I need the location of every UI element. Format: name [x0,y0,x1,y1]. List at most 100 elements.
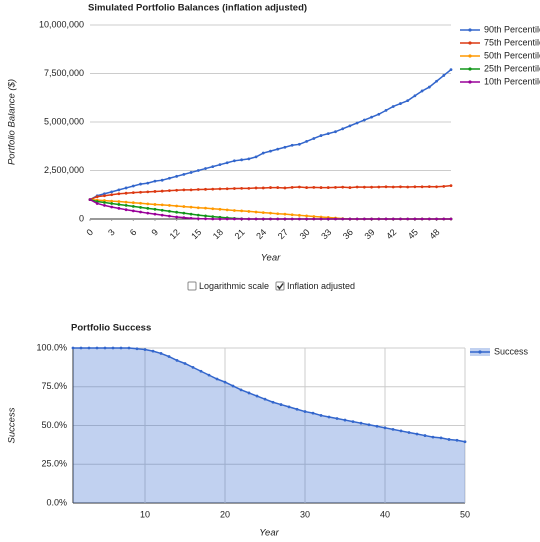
point [326,217,330,221]
point [131,201,135,205]
point [175,204,179,208]
point [153,212,157,216]
point [312,185,316,189]
point [146,206,150,210]
point [413,217,417,221]
checkbox-label[interactable]: Logarithmic scale [199,281,269,291]
point [269,186,272,189]
point [117,192,121,196]
point [233,217,236,221]
point [182,172,186,176]
point [218,163,222,167]
point [263,397,267,401]
point [447,438,451,441]
point [139,182,142,186]
point [455,438,459,442]
x-tick-label: 40 [380,509,390,519]
y-tick-label: 10,000,000 [39,19,84,29]
point [225,187,229,191]
point [305,186,308,189]
point [355,217,359,221]
point [261,217,265,221]
point [391,105,395,108]
point [391,185,395,189]
legend-label: 25th Percentile [484,63,540,73]
point [420,89,424,93]
point [127,346,131,350]
point [110,202,114,205]
point [231,384,235,388]
point [420,185,424,189]
x-tick-label: 0 [84,227,95,238]
point [167,355,171,358]
point [290,143,294,147]
point [182,188,186,192]
point [204,187,207,191]
point [406,217,410,221]
point [319,186,323,189]
y-tick-label: 25.0% [41,459,67,469]
point [189,205,193,209]
point [276,186,280,189]
point [312,217,316,221]
x-tick-label: 33 [319,227,333,241]
point [182,205,186,208]
x-tick-label: 3 [106,227,117,238]
point [335,417,339,420]
point [204,167,207,170]
point [204,206,207,210]
point [348,124,352,128]
point [168,209,171,213]
point [370,185,373,189]
point [297,185,301,189]
point [103,194,106,198]
legend-swatch [468,54,472,58]
point [435,217,438,221]
point [168,176,171,180]
checkmark [276,283,284,290]
point [139,190,142,194]
point [254,210,258,214]
point [175,188,179,192]
checkbox[interactable]: Logarithmic scale [187,281,269,291]
legend-label: Success [494,346,529,356]
point [423,434,427,437]
point [435,79,438,83]
point [334,217,337,221]
point [413,94,417,98]
point [103,204,106,207]
point [449,217,453,221]
point [211,165,215,169]
point [247,217,251,221]
point [225,217,229,221]
point [240,217,244,221]
y-tick-label: 75.0% [41,381,67,391]
point [124,208,128,212]
x-tick-label: 20 [220,509,230,519]
checkbox[interactable]: Inflation adjusted [275,281,355,291]
point [319,215,323,219]
y-tick-label: 7,500,000 [44,68,84,78]
point [311,411,315,415]
checkbox-box[interactable] [187,281,197,291]
point [175,215,179,219]
point [124,200,128,204]
point [146,211,150,215]
checkbox-label[interactable]: Inflation adjusted [287,281,355,291]
chart-title: Portfolio Success [71,323,151,334]
point [131,204,135,208]
point [225,208,229,212]
point [261,211,265,214]
point [117,188,121,192]
y-tick-label: 0 [79,213,84,223]
point [399,185,402,189]
point [351,420,355,424]
point [435,185,438,189]
point [287,405,291,409]
point [211,215,215,219]
x-tick-label: 50 [460,509,470,519]
x-tick-label: 30 [300,509,310,519]
point [239,388,243,392]
point [283,212,287,216]
